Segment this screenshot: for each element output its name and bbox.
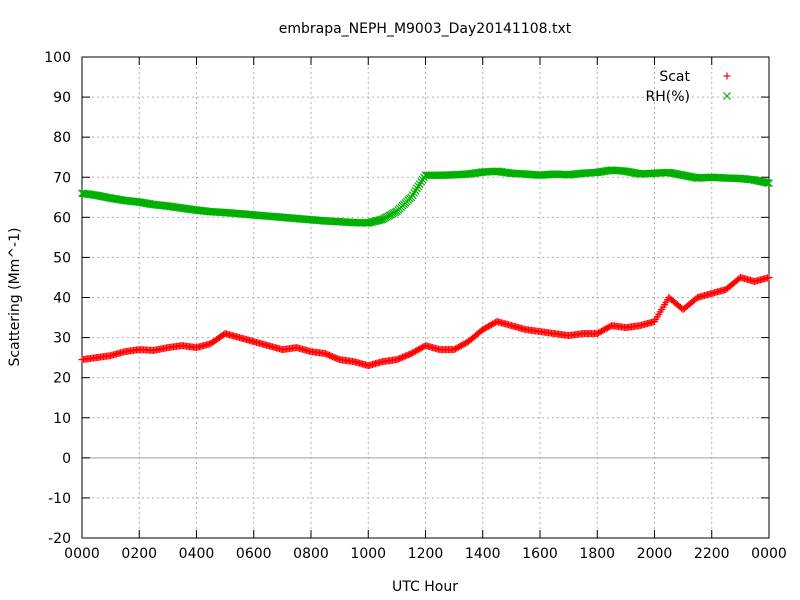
x-tick-label: 0200 (121, 546, 157, 562)
y-tick-label: 0 (62, 451, 71, 467)
y-axis-label: Scattering (Mm^-1) (7, 228, 23, 367)
y-tick-label: 70 (53, 170, 71, 186)
legend: Scat RH(%) (646, 69, 731, 105)
axis-ticks (81, 56, 770, 539)
legend-label: RH(%) (646, 89, 690, 105)
series-layer (78, 166, 773, 370)
series-rh (78, 166, 773, 227)
y-tick-label: 30 (53, 331, 71, 347)
x-tick-label: 1600 (522, 546, 558, 562)
y-tick-label: 60 (53, 210, 71, 226)
data-point (765, 273, 773, 281)
x-tick-label: 1200 (408, 546, 444, 562)
y-tick-label: 40 (53, 291, 71, 307)
y-tick-label: 80 (53, 130, 71, 146)
chart-title: embrapa_NEPH_M9003_Day20141108.txt (279, 21, 572, 37)
x-tick-label: 0000 (64, 546, 100, 562)
series-scat (78, 273, 773, 370)
legend-marker (723, 72, 731, 80)
data-point (375, 216, 384, 224)
y-tick-label: -20 (48, 531, 71, 547)
y-tick-label: 10 (53, 411, 71, 427)
x-axis-label: UTC Hour (392, 579, 458, 595)
x-tick-labels: 0000 0200 0400 0600 0800 1000 1200 1400 1600 1800… (64, 546, 787, 562)
x-tick-label: 0000 (751, 546, 787, 562)
legend-label: Scat (659, 69, 690, 85)
x-tick-label: 1800 (579, 546, 615, 562)
x-tick-label: 2000 (637, 546, 673, 562)
y-tick-label: 100 (44, 50, 71, 66)
y-tick-label: 90 (53, 90, 71, 106)
y-tick-labels: -20 -10 0 10 20 30 40 50 60 70 80 90 100 (44, 50, 71, 547)
data-point (762, 178, 771, 187)
y-tick-label: 50 (53, 250, 71, 266)
x-tick-label: 0400 (179, 546, 215, 562)
data-point (763, 179, 772, 187)
y-tick-label: 20 (53, 371, 71, 387)
x-tick-label: 0800 (293, 546, 329, 562)
x-tick-label: 1400 (465, 546, 501, 562)
x-tick-label: 2200 (694, 546, 730, 562)
data-point (765, 179, 773, 188)
y-tick-label: -10 (48, 491, 71, 507)
legend-marker (723, 92, 731, 100)
x-tick-label: 0600 (236, 546, 272, 562)
x-tick-label: 1000 (350, 546, 386, 562)
